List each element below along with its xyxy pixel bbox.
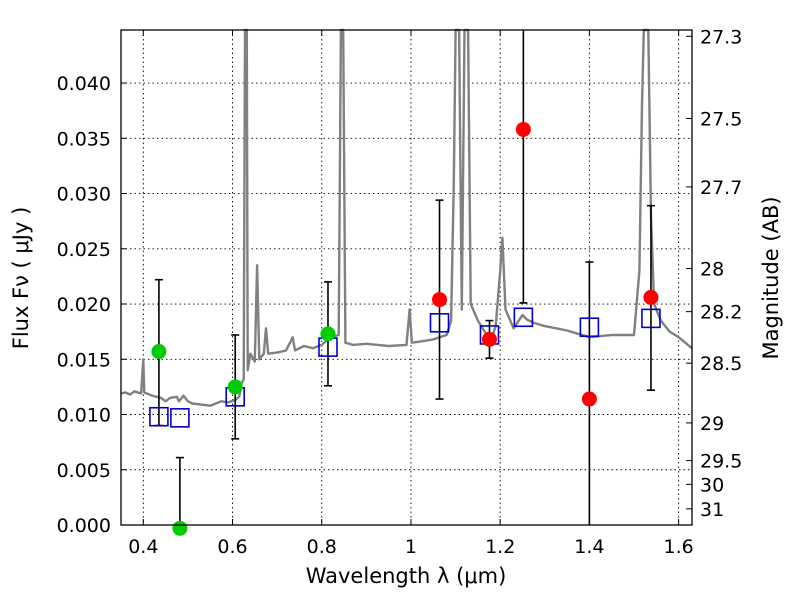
data-point-circle [432,292,448,308]
x-tick-label: 0.8 [307,536,337,558]
y-tick-label: 0.025 [57,239,111,261]
right-tick-label: 30 [700,474,724,496]
y-tick-label: 0.020 [57,294,111,316]
plot-frame [120,29,693,526]
x-tick-label: 1.4 [574,536,604,558]
right-tick-label: 29.5 [700,451,742,473]
x-tick-label: 1.6 [664,536,694,558]
grid-layer [121,30,692,525]
data-point-circle [151,344,167,360]
model-point-square [170,408,190,428]
data-point-circle [481,331,497,347]
y-tick-label: 0.015 [57,349,111,371]
model-point-square [513,307,534,328]
circle-layer [151,121,659,536]
right-tick-label: 29 [700,413,724,435]
data-point-circle [227,379,243,395]
right-y-axis-label: Magnitude (AB) [759,196,783,359]
right-tick-label: 28.2 [700,302,742,324]
model-point-square [641,308,661,329]
right-tick-label: 27.3 [700,26,742,48]
data-point-circle [581,391,597,407]
x-axis-label: Wavelength λ (μm) [306,564,507,588]
model-point-square [149,406,169,427]
right-tick-label: 27.7 [700,177,742,199]
x-tick-label: 1 [405,536,417,558]
spectrum-layer [120,28,693,407]
y-tick-label: 0.000 [57,515,111,537]
model-point-square [579,317,600,338]
spectrum-line [120,28,693,407]
y-tick-label: 0.035 [57,128,111,150]
model-point-square [429,313,450,333]
data-point-circle [320,326,336,342]
x-tick-label: 0.6 [217,536,247,558]
y-tick-label: 0.010 [57,405,111,427]
data-point-circle [643,289,659,305]
data-point-circle [515,121,531,137]
square-layer [149,307,661,428]
x-tick-label: 0.4 [128,536,158,558]
right-tick-label: 28 [700,259,724,281]
y-tick-label: 0.005 [57,460,111,482]
x-tick-label: 1.2 [485,536,515,558]
right-tick-label: 28.5 [700,353,742,375]
right-tick-label: 27.5 [700,109,742,131]
tick-layer: 0.4 0.6 0.8 1 1.2 1.4 1.6 0.000 0.005 0.010 0.015 0… [57,26,743,558]
y-tick-label: 0.030 [57,184,111,206]
y-tick-label: 0.040 [57,73,111,95]
errorbar-layer [154,30,655,525]
right-tick-label: 31 [700,499,724,521]
y-axis-label: Flux Fν ( μJy ) [9,207,33,350]
data-point-circle [172,520,188,536]
